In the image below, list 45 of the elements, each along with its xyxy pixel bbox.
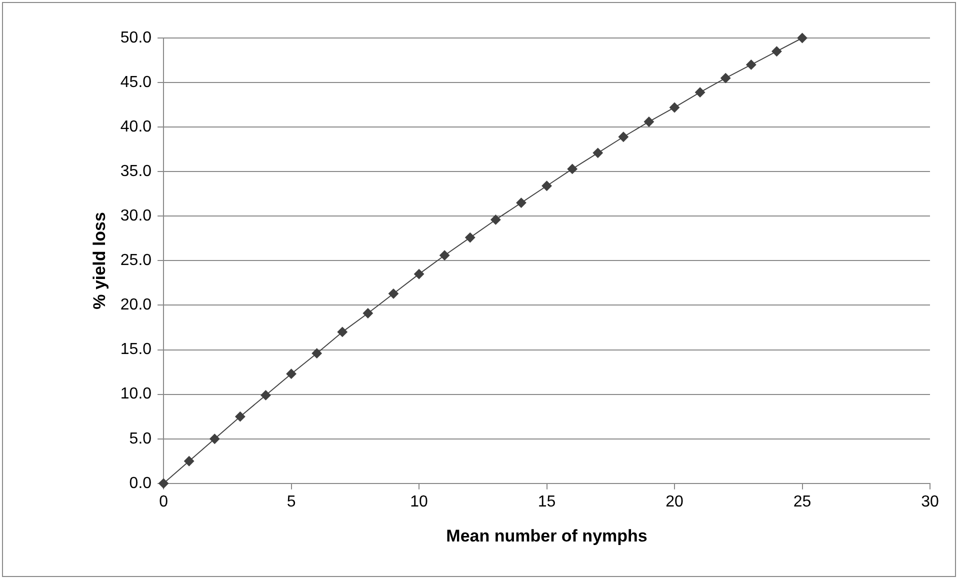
point	[235, 412, 246, 422]
y-tick-label: 0.0	[129, 474, 152, 492]
y-tick-label: 50.0	[120, 29, 152, 46]
point	[414, 269, 424, 280]
point	[260, 390, 271, 400]
y-tick-label: 35.0	[120, 163, 152, 180]
point	[490, 214, 501, 225]
point	[567, 164, 578, 174]
point	[644, 116, 654, 127]
point	[465, 232, 476, 243]
x-tick-label: 20	[666, 493, 684, 510]
y-tick-label: 5.0	[129, 430, 152, 448]
x-tick-label: 10	[410, 493, 428, 510]
point	[797, 33, 808, 43]
point	[516, 198, 526, 208]
point	[695, 87, 706, 98]
point	[184, 456, 194, 466]
point	[618, 132, 628, 142]
point	[312, 348, 322, 358]
point	[772, 46, 782, 56]
point	[670, 102, 680, 112]
point	[210, 434, 220, 444]
x-tick-label: 30	[921, 493, 939, 510]
point	[720, 73, 731, 84]
point	[388, 288, 398, 299]
y-tick-label: 15.0	[120, 341, 152, 358]
point	[542, 180, 552, 191]
x-tick-label: 5	[286, 493, 296, 510]
x-tick-label: 0	[159, 493, 168, 510]
y-tick-label: 45.0	[120, 74, 152, 91]
x-tick-label: 25	[793, 493, 812, 510]
point	[337, 326, 348, 337]
x-axis-title: Mean number of nymphs	[446, 526, 648, 546]
y-tick-label: 30.0	[120, 208, 152, 225]
y-tick-label: 25.0	[120, 252, 152, 270]
point	[286, 368, 296, 379]
x-tick-label: 15	[538, 493, 556, 510]
y-axis-title: % yield loss	[90, 212, 109, 310]
point	[592, 148, 603, 158]
y-tick-label: 20.0	[120, 296, 152, 314]
point	[362, 308, 373, 318]
y-tick-label: 10.0	[120, 386, 152, 403]
y-tick-label: 40.0	[120, 118, 152, 136]
point	[440, 250, 450, 260]
point	[746, 60, 756, 70]
